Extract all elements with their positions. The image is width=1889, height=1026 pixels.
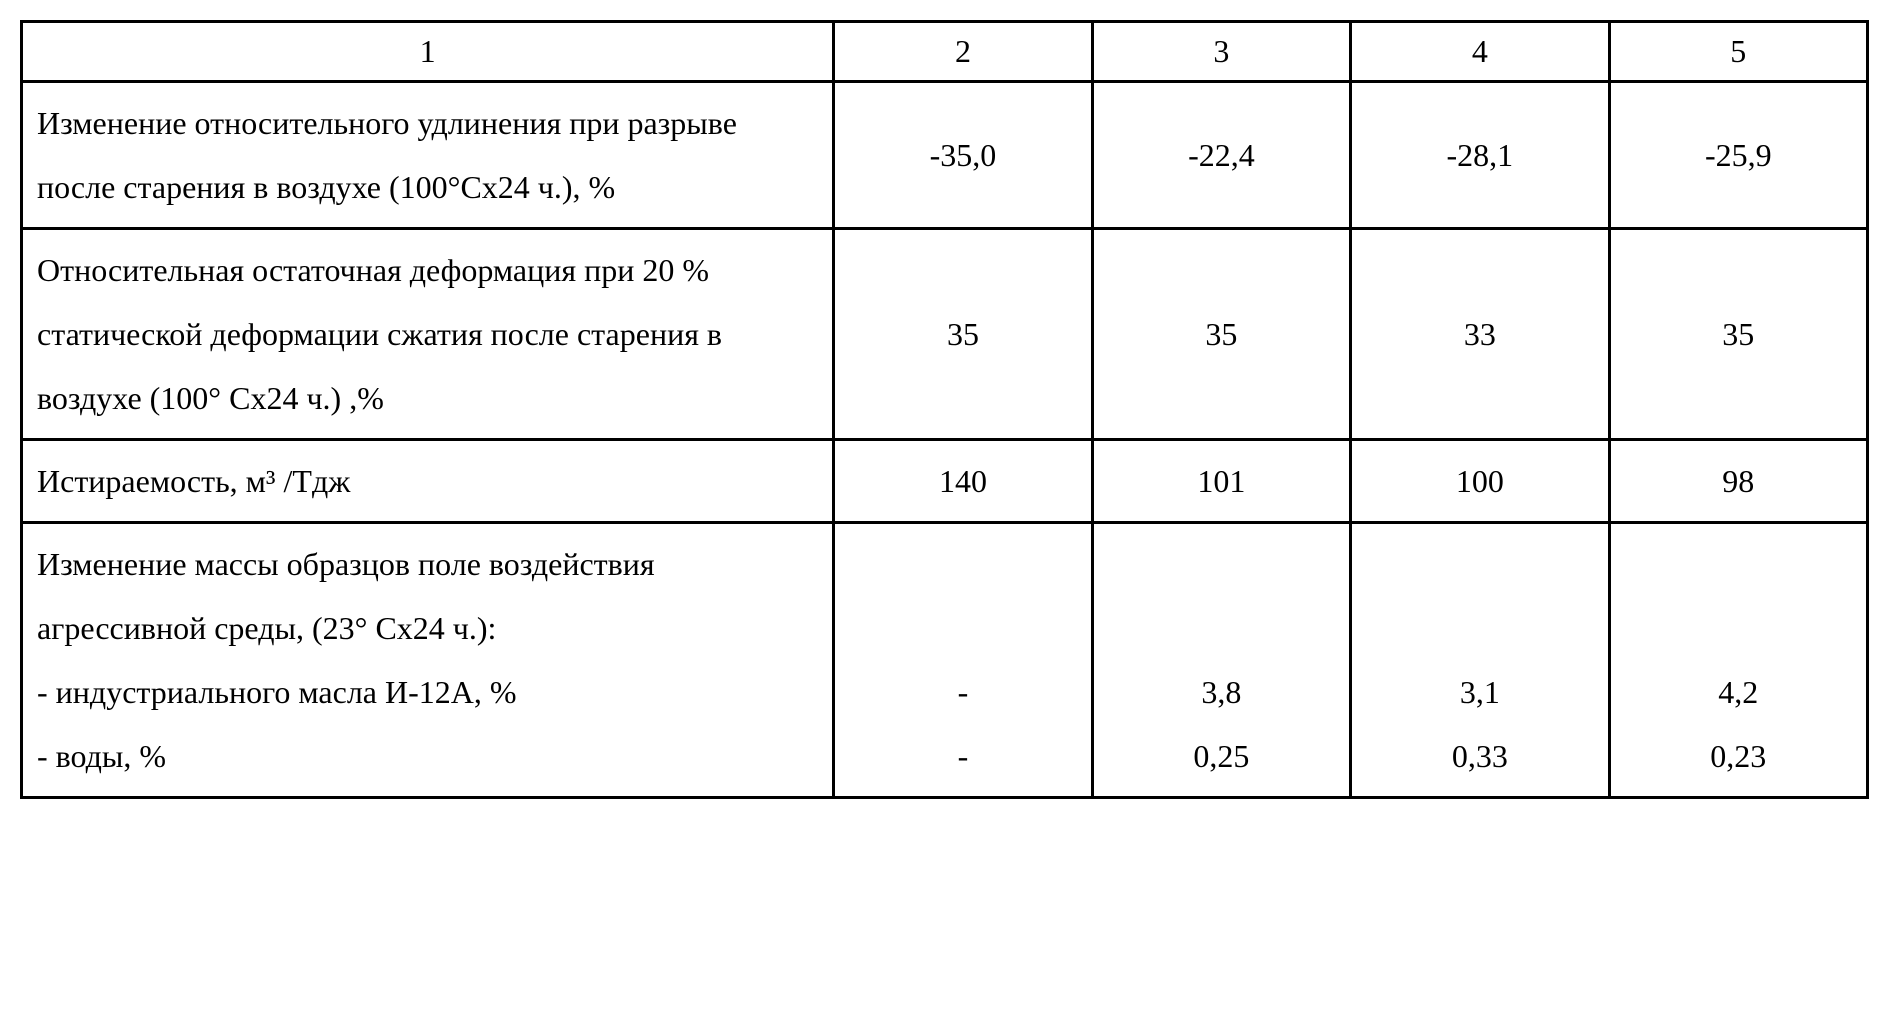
row-value: 35: [1092, 228, 1350, 439]
label-line: - индустриального масла И-12А, %: [37, 660, 818, 724]
header-cell-1: 1: [22, 22, 834, 82]
row-value: 98: [1609, 439, 1867, 522]
row-value-multi: 3,8 0,25: [1092, 522, 1350, 797]
row-value-multi: 3,1 0,33: [1351, 522, 1609, 797]
value-line: [1625, 532, 1852, 596]
data-table: 1 2 3 4 5 Изменение относительного удлин…: [20, 20, 1869, 799]
value-line: [1366, 596, 1593, 660]
header-cell-2: 2: [834, 22, 1092, 82]
row-value: 35: [834, 228, 1092, 439]
value-line: [1108, 596, 1335, 660]
label-line: Изменение массы образцов поле воздействи…: [37, 532, 818, 596]
row-label: Изменение относительного удлинения при р…: [22, 81, 834, 228]
row-value: -25,9: [1609, 81, 1867, 228]
value-line: -: [849, 724, 1076, 788]
value-line: 3,1: [1366, 660, 1593, 724]
row-value: -22,4: [1092, 81, 1350, 228]
value-line: [849, 596, 1076, 660]
value-line: 3,8: [1108, 660, 1335, 724]
value-line: [1108, 532, 1335, 596]
table-row: Изменение массы образцов поле воздействи…: [22, 522, 1868, 797]
row-value: -28,1: [1351, 81, 1609, 228]
table-row: Истираемость, м³ /Тдж 140 101 100 98: [22, 439, 1868, 522]
row-label-multi: Изменение массы образцов поле воздействи…: [22, 522, 834, 797]
value-line: 0,23: [1625, 724, 1852, 788]
row-value-multi: - -: [834, 522, 1092, 797]
row-value: 35: [1609, 228, 1867, 439]
table-row: Относительная остаточная деформация при …: [22, 228, 1868, 439]
value-line: 0,33: [1366, 724, 1593, 788]
header-cell-4: 4: [1351, 22, 1609, 82]
row-value: 101: [1092, 439, 1350, 522]
row-value: 140: [834, 439, 1092, 522]
header-row: 1 2 3 4 5: [22, 22, 1868, 82]
value-line: [849, 532, 1076, 596]
value-line: [1366, 532, 1593, 596]
row-value-multi: 4,2 0,23: [1609, 522, 1867, 797]
label-line: агрессивной среды, (23° Cх24 ч.):: [37, 596, 818, 660]
row-label: Относительная остаточная деформация при …: [22, 228, 834, 439]
row-value: 33: [1351, 228, 1609, 439]
value-line: -: [849, 660, 1076, 724]
value-line: [1625, 596, 1852, 660]
table-row: Изменение относительного удлинения при р…: [22, 81, 1868, 228]
row-value: 100: [1351, 439, 1609, 522]
row-label: Истираемость, м³ /Тдж: [22, 439, 834, 522]
value-line: 4,2: [1625, 660, 1852, 724]
header-cell-3: 3: [1092, 22, 1350, 82]
label-line: - воды, %: [37, 724, 818, 788]
value-line: 0,25: [1108, 724, 1335, 788]
header-cell-5: 5: [1609, 22, 1867, 82]
row-value: -35,0: [834, 81, 1092, 228]
